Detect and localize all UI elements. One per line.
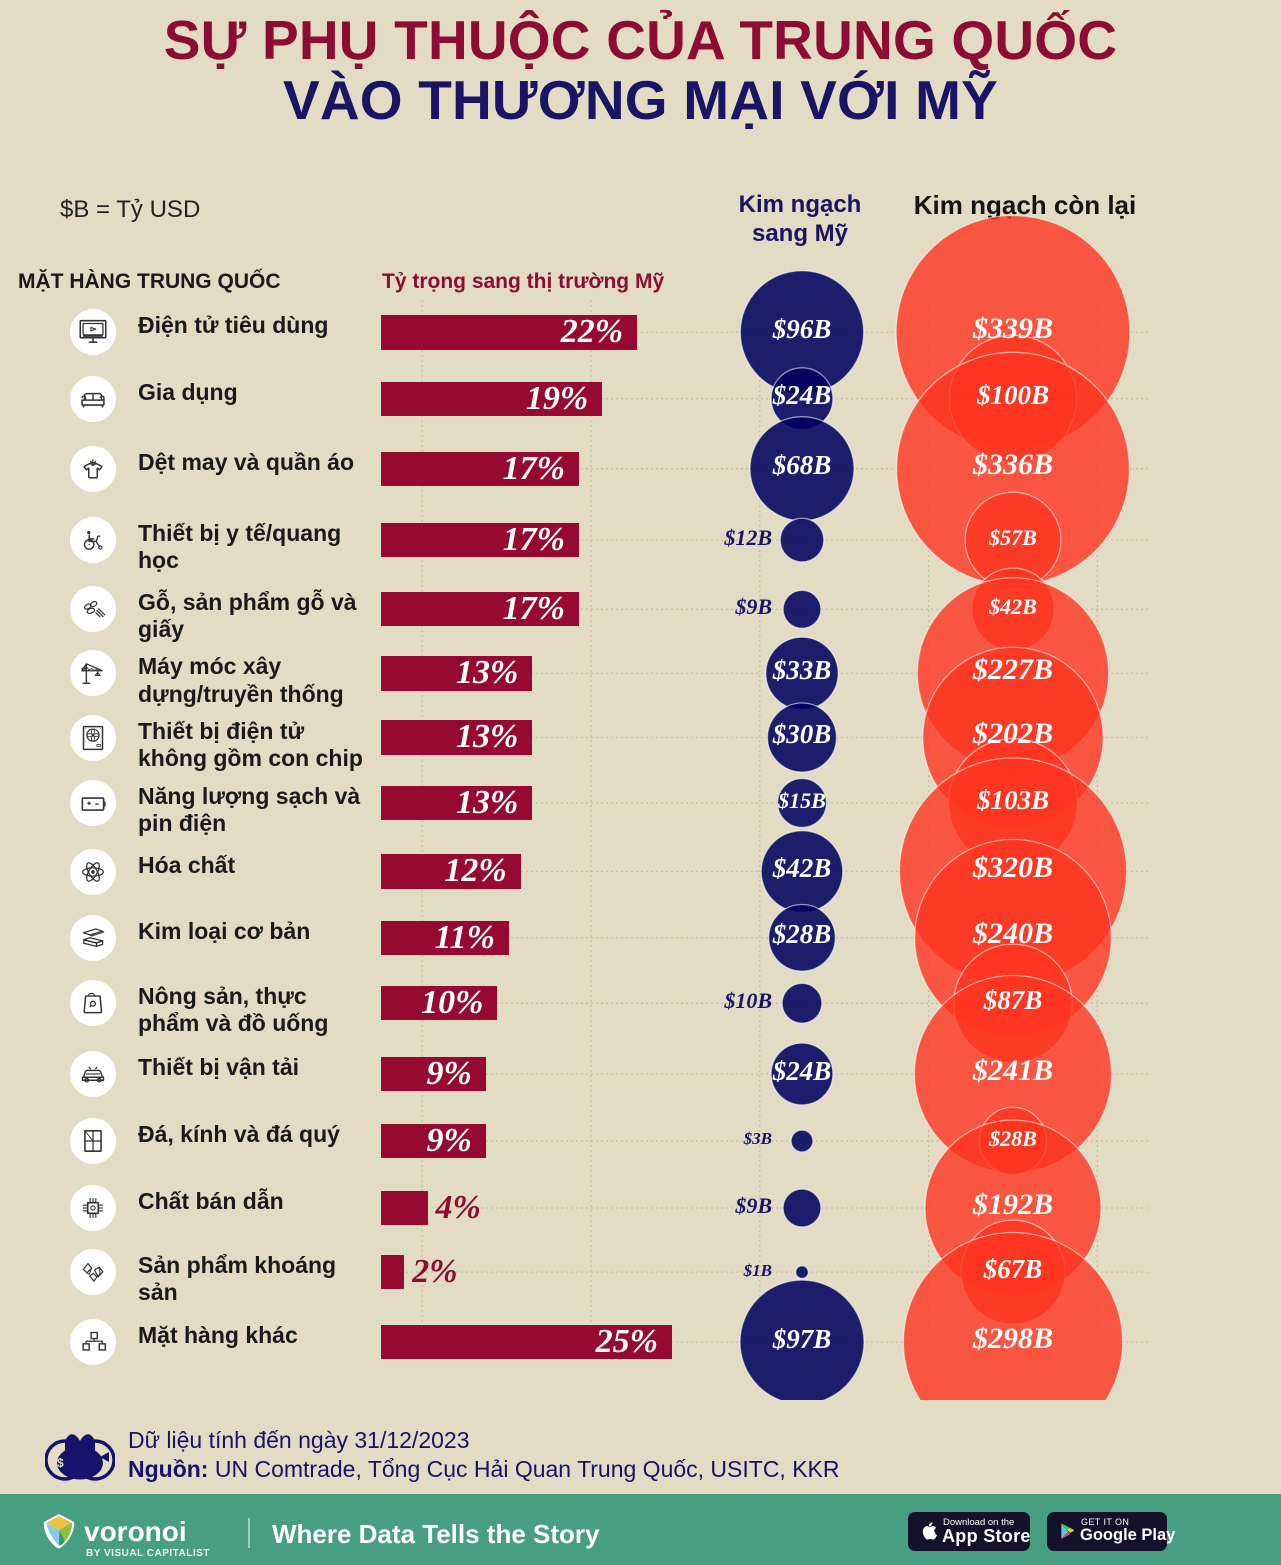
svg-text:$: $ bbox=[57, 1456, 64, 1470]
